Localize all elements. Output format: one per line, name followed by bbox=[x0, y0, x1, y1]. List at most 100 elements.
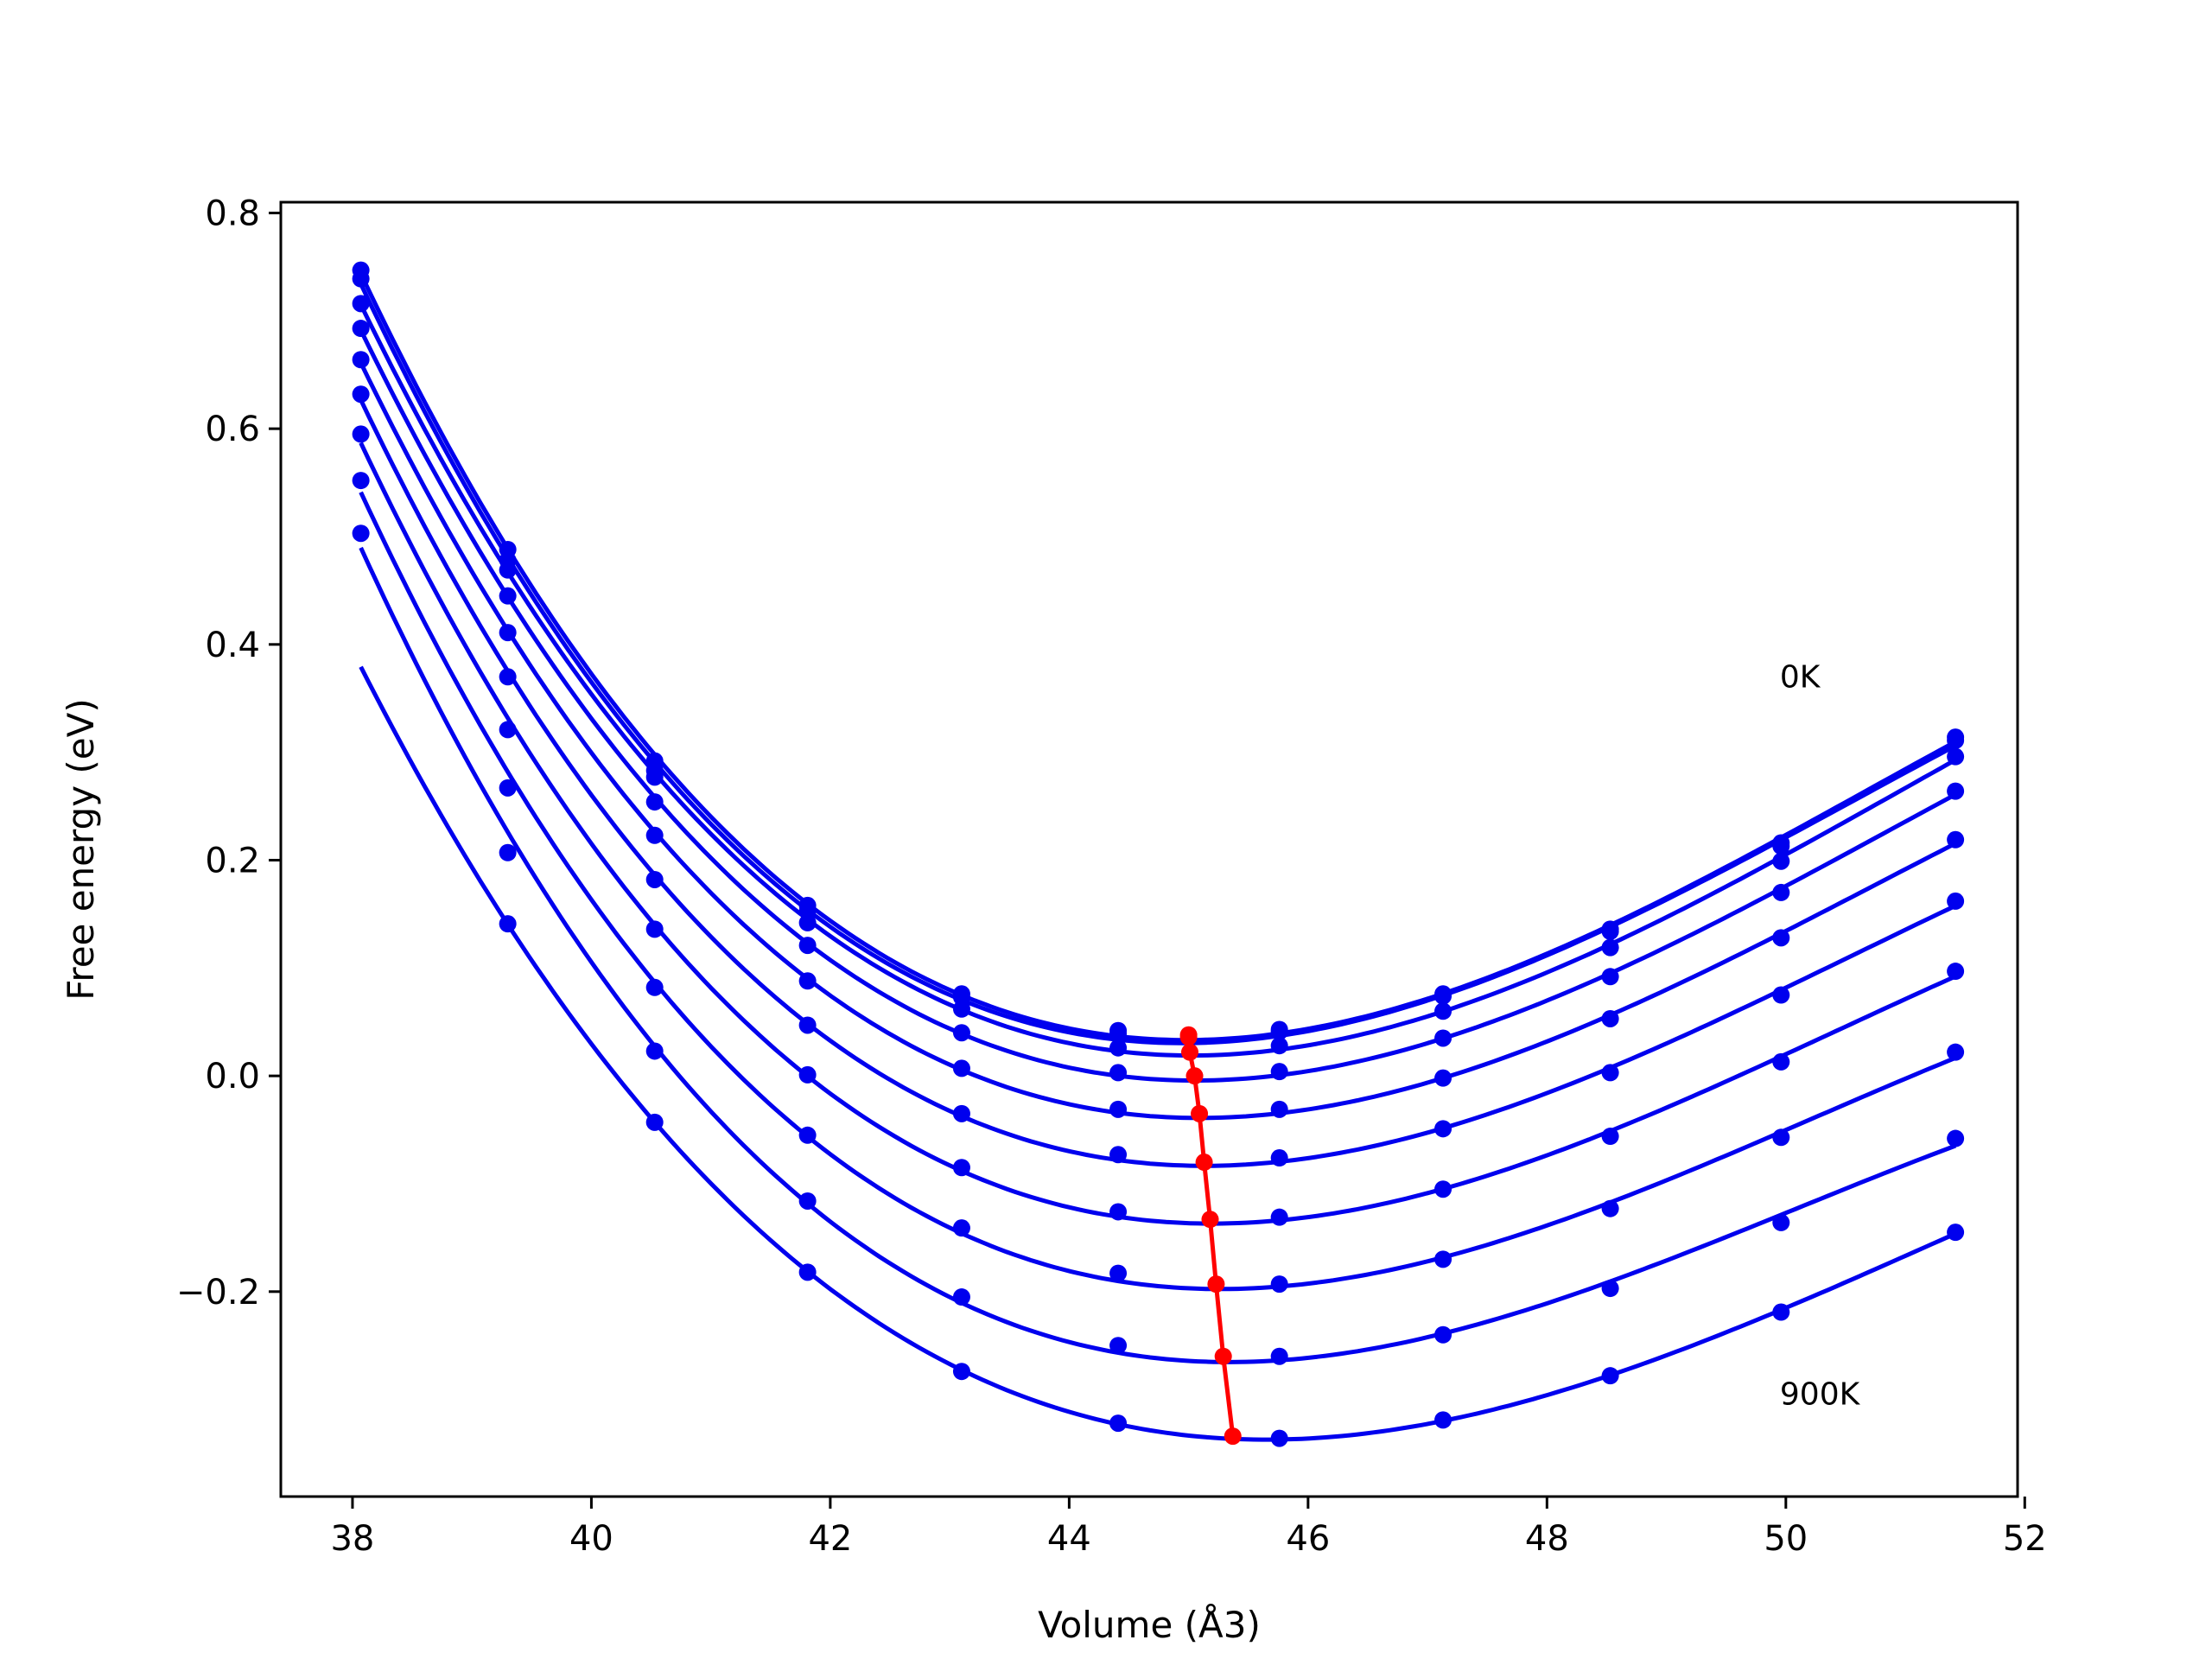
data-point bbox=[798, 972, 817, 990]
data-point bbox=[1434, 1411, 1452, 1429]
data-point bbox=[1434, 1002, 1452, 1020]
data-point bbox=[1947, 747, 1965, 766]
data-point bbox=[1772, 986, 1790, 1004]
data-point bbox=[499, 721, 517, 739]
fit-curve bbox=[359, 398, 1957, 1168]
data-point bbox=[1434, 987, 1452, 1005]
data-point bbox=[1772, 852, 1790, 870]
data-point bbox=[798, 1065, 817, 1084]
data-point bbox=[499, 843, 517, 861]
data-point bbox=[952, 1159, 970, 1177]
temperature-annotation: 0K bbox=[1780, 659, 1821, 695]
data-point bbox=[499, 587, 517, 605]
fit-curve bbox=[359, 303, 1957, 1058]
data-point bbox=[1772, 1128, 1790, 1147]
data-point bbox=[798, 1016, 817, 1034]
data-point bbox=[1601, 968, 1619, 986]
ticks-layer: 38 40 42 44 46 48 50 52 0.8 0.6 0.4 0.2 0.0 −0.2 bbox=[176, 194, 2047, 1559]
y-tick-label: 0.6 bbox=[205, 410, 260, 449]
data-point bbox=[1434, 1250, 1452, 1268]
temperature-annotation: 900K bbox=[1780, 1376, 1861, 1412]
data-point bbox=[1270, 1208, 1288, 1226]
fit-curve bbox=[359, 665, 1957, 1442]
data-point bbox=[952, 1000, 970, 1018]
data-point bbox=[1109, 1203, 1128, 1221]
data-point bbox=[645, 1113, 664, 1131]
data-point bbox=[1109, 1039, 1128, 1057]
x-tick-label: 42 bbox=[808, 1519, 852, 1559]
data-point bbox=[952, 1104, 970, 1122]
data-point bbox=[1947, 1043, 1965, 1061]
fit-curve bbox=[359, 272, 1957, 1043]
data-point bbox=[1601, 922, 1619, 940]
data-point bbox=[798, 1263, 817, 1281]
fit-curve bbox=[359, 361, 1957, 1121]
data-point bbox=[352, 320, 370, 338]
data-point bbox=[1601, 1064, 1619, 1082]
fit-curve bbox=[359, 329, 1957, 1083]
data-point bbox=[1434, 1120, 1452, 1138]
plot-frame bbox=[279, 200, 2019, 1498]
data-point bbox=[1601, 938, 1619, 957]
fit-curve bbox=[359, 442, 1957, 1226]
data-point bbox=[352, 270, 370, 288]
minimum-point bbox=[1195, 1154, 1213, 1172]
data-point bbox=[352, 524, 370, 543]
data-point bbox=[645, 793, 664, 811]
data-point bbox=[1109, 1064, 1128, 1082]
data-point bbox=[1270, 1063, 1288, 1081]
data-point bbox=[1947, 892, 1965, 910]
data-point bbox=[499, 668, 517, 686]
data-point bbox=[1947, 782, 1965, 800]
data-point bbox=[1772, 1213, 1790, 1231]
data-point bbox=[1772, 929, 1790, 947]
annotation-layer: 0K 900K bbox=[1780, 659, 1861, 1412]
data-point bbox=[1601, 1128, 1619, 1146]
data-point bbox=[1109, 1146, 1128, 1164]
data-point bbox=[798, 913, 817, 931]
data-point bbox=[952, 1288, 970, 1306]
data-point bbox=[645, 1042, 664, 1060]
data-point bbox=[1109, 1025, 1128, 1043]
minimum-point bbox=[1179, 1028, 1198, 1046]
data-point bbox=[1947, 830, 1965, 849]
data-point bbox=[1434, 1325, 1452, 1344]
data-point bbox=[952, 1219, 970, 1237]
data-point bbox=[1434, 1069, 1452, 1087]
data-point bbox=[1772, 1303, 1790, 1321]
fit-curve bbox=[359, 546, 1956, 1364]
data-point bbox=[645, 826, 664, 844]
data-point bbox=[1947, 963, 1965, 981]
data-point bbox=[1772, 837, 1790, 855]
minimum-point bbox=[1201, 1211, 1219, 1229]
minimum-point bbox=[1191, 1104, 1209, 1122]
data-point bbox=[1270, 1022, 1288, 1040]
data-point bbox=[798, 937, 817, 955]
x-tick-label: 38 bbox=[330, 1519, 374, 1559]
data-point bbox=[645, 768, 664, 786]
fit-curve bbox=[359, 283, 1957, 1046]
fit-curve bbox=[359, 491, 1957, 1292]
data-point bbox=[352, 425, 370, 443]
data-point bbox=[1109, 1337, 1128, 1355]
data-point bbox=[352, 472, 370, 490]
data-point bbox=[1947, 1129, 1965, 1147]
data-point bbox=[1601, 1199, 1619, 1217]
data-point bbox=[952, 1024, 970, 1042]
data-point bbox=[499, 561, 517, 579]
data-point bbox=[1270, 1275, 1288, 1294]
data-point bbox=[645, 870, 664, 888]
data-point bbox=[499, 624, 517, 642]
x-tick-label: 50 bbox=[1764, 1519, 1808, 1559]
x-tick-label: 46 bbox=[1286, 1519, 1330, 1559]
data-point bbox=[1947, 1224, 1965, 1242]
data-point bbox=[1601, 1009, 1619, 1027]
data-point bbox=[1270, 1100, 1288, 1118]
data-point bbox=[952, 1363, 970, 1381]
y-axis-label: Free energy (eV) bbox=[60, 698, 102, 1001]
x-axis-label: Volume (Å3) bbox=[1038, 1603, 1261, 1646]
data-point bbox=[645, 920, 664, 938]
data-point bbox=[499, 779, 517, 797]
y-tick-label: 0.2 bbox=[205, 841, 260, 880]
